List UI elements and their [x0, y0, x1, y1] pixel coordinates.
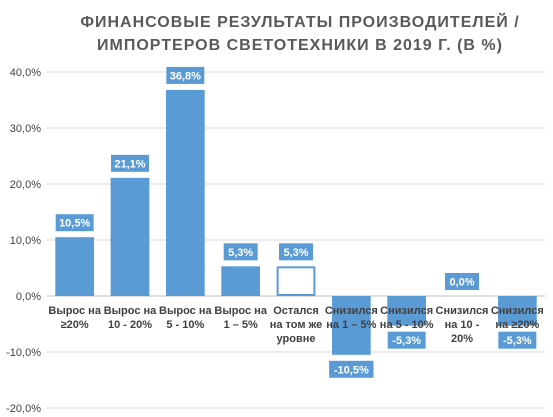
y-tick-label: -10,0% — [6, 347, 41, 359]
bar — [497, 296, 537, 326]
category-label: Снизился на 10 - 20% — [436, 305, 489, 345]
category-label-line: Остался — [273, 305, 319, 317]
category-label: Вырос на 10 - 20% — [104, 305, 157, 331]
data-label: 21,1% — [111, 154, 149, 172]
category-label-line: Вырос на — [214, 305, 267, 317]
y-axis: 40,0% 30,0% 20,0% 10,0% 0,0% -10,0% -20,0% — [6, 67, 41, 415]
data-labels: 10,5% 21,1% 36,8% 5,3% 5,3% -10,5% -5,3% 0,0% -5… — [55, 66, 537, 378]
category-label-line: на 1 – 5% — [326, 319, 376, 331]
bar — [55, 237, 95, 296]
data-label-box — [329, 360, 374, 378]
category-label-line: уровне — [277, 333, 316, 345]
category-label: Остался на том же уровне — [270, 305, 323, 345]
category-label: Вырос на 5 - 10% — [159, 305, 212, 331]
y-tick-label: 20,0% — [10, 179, 41, 191]
data-label: 5,3% — [279, 243, 313, 261]
data-label-box — [166, 66, 205, 84]
category-label-line: 20% — [451, 333, 473, 345]
data-label-box — [55, 214, 94, 232]
category-label-line: Снизился — [325, 305, 378, 317]
data-label-text: 21,1% — [114, 158, 145, 170]
bar — [387, 296, 427, 326]
category-label-line: ≥20% — [61, 319, 89, 331]
data-label-box — [445, 273, 479, 290]
category-label-line: Снизился — [380, 305, 433, 317]
data-label: 5,3% — [223, 243, 258, 261]
category-label-line: на 10 - — [445, 319, 480, 331]
category-label-line: 5 - 10% — [166, 319, 204, 331]
category-label-line: 1 – 5% — [224, 319, 258, 331]
data-label-text: 5,3% — [283, 247, 308, 259]
data-label: -5,3% — [498, 331, 537, 349]
category-label-line: 10 - 20% — [108, 319, 152, 331]
category-label: Снизился на 1 – 5% — [325, 305, 378, 331]
category-label-line: Вырос на — [48, 305, 101, 317]
y-tick-label: 30,0% — [10, 123, 41, 135]
data-label-text: -10,5% — [334, 364, 369, 376]
category-label: Вырос на 1 – 5% — [214, 305, 267, 331]
data-label-box — [498, 331, 537, 349]
data-label: 36,8% — [166, 66, 205, 84]
data-label-box — [387, 331, 426, 349]
y-tick-label: 40,0% — [10, 67, 41, 79]
x-axis-categories: Вырос на ≥20% Вырос на 10 - 20% Вырос на 5 - … — [48, 305, 543, 345]
y-tick-label: 0,0% — [16, 291, 41, 303]
bar — [221, 266, 261, 296]
bar — [276, 266, 316, 297]
data-label-text: 0,0% — [449, 277, 474, 289]
data-label-text: 10,5% — [59, 218, 90, 230]
bar — [331, 296, 371, 355]
category-label-line: Вырос на — [159, 305, 212, 317]
bar — [110, 177, 150, 296]
data-label-text: 36,8% — [170, 70, 201, 82]
category-label-line: Вырос на — [104, 305, 157, 317]
data-label: 10,5% — [55, 214, 94, 232]
data-label-box — [223, 243, 258, 261]
data-label: -10,5% — [329, 360, 374, 378]
category-label-line: Снизился — [491, 305, 544, 317]
data-label-box — [111, 154, 149, 172]
data-label-text: -5,3% — [392, 335, 421, 347]
y-tick-label: 10,0% — [10, 235, 41, 247]
category-label: Снизился на ≥20% — [491, 305, 544, 331]
bars — [55, 89, 537, 355]
category-label: Вырос на ≥20% — [48, 305, 101, 331]
category-label-line: на 5 - 10% — [380, 319, 434, 331]
category-label: Снизился на 5 - 10% — [380, 305, 434, 331]
data-label: -5,3% — [387, 331, 426, 349]
data-label-box — [279, 243, 313, 261]
chart-title-line: ФИНАНСОВЫЕ РЕЗУЛЬТАТЫ ПРОИЗВОДИТЕЛЕЙ / — [80, 12, 519, 31]
data-label-text: -5,3% — [503, 335, 532, 347]
bar — [165, 89, 205, 296]
category-label-line: Снизился — [436, 305, 489, 317]
data-label-text: 5,3% — [228, 247, 253, 259]
chart-title: ФИНАНСОВЫЕ РЕЗУЛЬТАТЫ ПРОИЗВОДИТЕЛЕЙ / ИМ… — [80, 12, 519, 54]
data-label: 0,0% — [445, 273, 479, 290]
chart-title-line: ИМПОРТЕРОВ СВЕТОТЕХНИКИ В 2019 Г. (В %) — [97, 37, 503, 54]
category-label-line: на ≥20% — [495, 319, 539, 331]
y-tick-label: -20,0% — [6, 403, 41, 415]
category-label-line: на том же — [270, 319, 323, 331]
